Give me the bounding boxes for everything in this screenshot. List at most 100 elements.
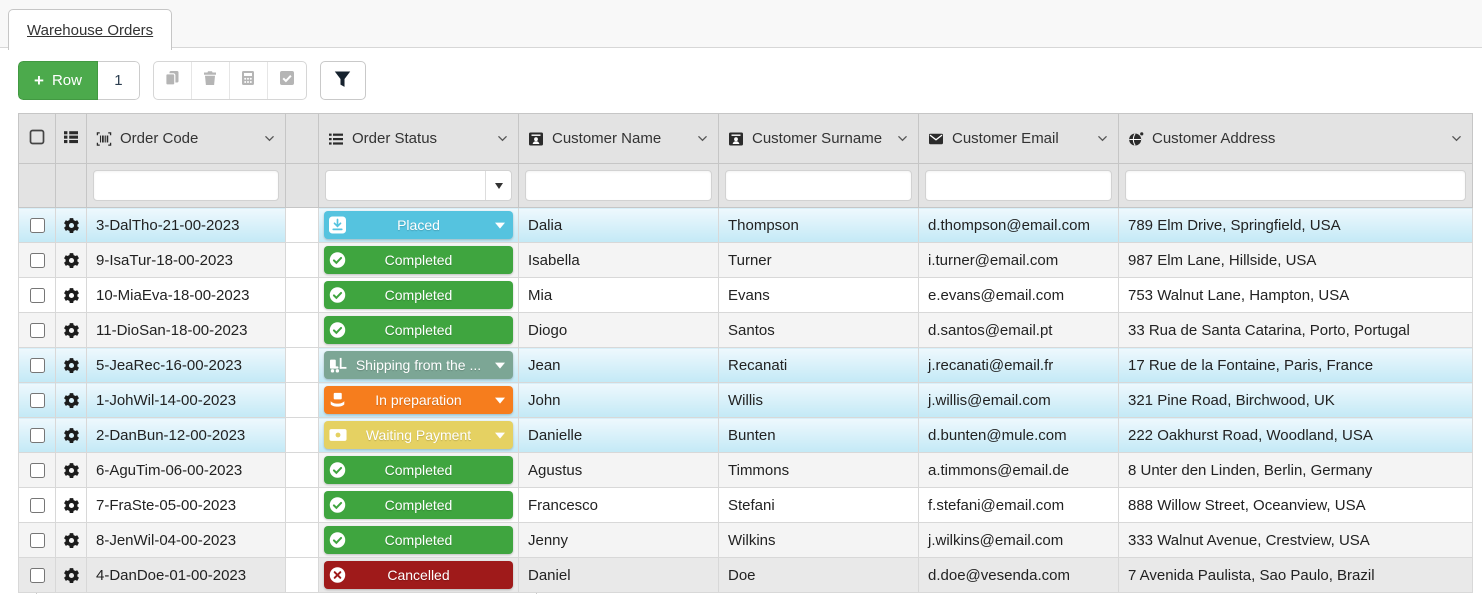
customer-surname-cell[interactable]: Recanati <box>718 347 919 383</box>
customer-address-cell[interactable]: 222 Oakhurst Road, Woodland, USA <box>1118 417 1473 453</box>
row-count-button[interactable]: 1 <box>97 61 140 100</box>
customer-email-cell[interactable]: j.willis@email.com <box>918 382 1119 418</box>
customer-email-cell[interactable]: j.wilkins@email.com <box>918 522 1119 558</box>
tab-warehouse-orders[interactable]: Warehouse Orders <box>8 9 173 50</box>
row-checkbox[interactable] <box>29 532 45 548</box>
order-code-cell[interactable]: 4-DanDoe-01-00-2023 <box>86 557 286 593</box>
gear-icon[interactable] <box>63 427 80 444</box>
column-header-customer-surname[interactable]: Customer Surname <box>718 113 919 164</box>
customer-address-cell[interactable]: 333 Walnut Avenue, Crestview, USA <box>1118 522 1473 558</box>
customer-email-cell[interactable]: e.evans@email.com <box>918 277 1119 313</box>
row-checkbox[interactable] <box>29 567 45 583</box>
customer-address-cell[interactable]: 33 Rua de Santa Catarina, Porto, Portuga… <box>1118 312 1473 348</box>
delete-button[interactable] <box>192 62 230 99</box>
order-code-cell[interactable]: 7-FraSte-05-00-2023 <box>86 487 286 523</box>
chevron-down-icon[interactable] <box>263 132 276 145</box>
status-badge[interactable]: Placed <box>324 211 513 239</box>
customer-name-cell[interactable]: Diogo <box>518 312 719 348</box>
customer-address-cell[interactable]: 8 Unter den Linden, Berlin, Germany <box>1118 452 1473 488</box>
customer-name-cell[interactable]: Francesco <box>518 487 719 523</box>
gear-icon[interactable] <box>63 252 80 269</box>
tab-warehouse-orders-label[interactable]: Warehouse Orders <box>27 21 154 39</box>
customer-surname-cell[interactable]: Bunten <box>718 417 919 453</box>
column-header-customer-name[interactable]: Customer Name <box>518 113 719 164</box>
add-row-button[interactable]: + Row <box>18 61 98 100</box>
chevron-down-icon[interactable] <box>1096 132 1109 145</box>
customer-email-cell[interactable]: a.timmons@email.de <box>918 452 1119 488</box>
gear-icon[interactable] <box>63 287 80 304</box>
customer-email-cell[interactable]: d.doe@vesenda.com <box>918 557 1119 593</box>
customer-name-cell[interactable]: Jean <box>518 347 719 383</box>
gear-icon[interactable] <box>63 497 80 514</box>
gear-icon[interactable] <box>63 567 80 584</box>
order-code-cell[interactable]: 8-JenWil-04-00-2023 <box>86 522 286 558</box>
column-header-customer-address[interactable]: Customer Address <box>1118 113 1473 164</box>
customer-email-cell[interactable]: d.santos@email.pt <box>918 312 1119 348</box>
order-code-cell[interactable]: 1-JohWil-14-00-2023 <box>86 382 286 418</box>
row-checkbox[interactable] <box>29 252 45 268</box>
chevron-down-icon[interactable] <box>1450 132 1463 145</box>
customer-surname-cell[interactable]: Wilkins <box>718 522 919 558</box>
customer-address-cell[interactable]: 7 Avenida Paulista, Sao Paulo, Brazil <box>1118 557 1473 593</box>
customer-address-cell[interactable]: 321 Pine Road, Birchwood, UK <box>1118 382 1473 418</box>
order-code-cell[interactable]: 6-AguTim-06-00-2023 <box>86 452 286 488</box>
customer-email-cell[interactable]: d.thompson@email.com <box>918 207 1119 243</box>
row-checkbox[interactable] <box>29 322 45 338</box>
customer-surname-cell[interactable]: Stefani <box>718 487 919 523</box>
customer-email-cell[interactable]: j.recanati@email.fr <box>918 347 1119 383</box>
row-checkbox[interactable] <box>29 287 45 303</box>
column-header-order-status[interactable]: Order Status <box>318 113 519 164</box>
customer-address-cell[interactable]: 753 Walnut Lane, Hampton, USA <box>1118 277 1473 313</box>
row-checkbox[interactable] <box>29 357 45 373</box>
copy-button[interactable] <box>154 62 192 99</box>
customer-surname-cell[interactable]: Santos <box>718 312 919 348</box>
row-checkbox[interactable] <box>29 427 45 443</box>
customer-name-cell[interactable]: Dalia <box>518 207 719 243</box>
gear-icon[interactable] <box>63 217 80 234</box>
status-badge[interactable]: Shipping from the ... <box>324 351 513 379</box>
customer-name-cell[interactable]: Jenny <box>518 522 719 558</box>
calculator-button[interactable] <box>230 62 268 99</box>
order-code-cell[interactable]: 11-DioSan-18-00-2023 <box>86 312 286 348</box>
gear-icon[interactable] <box>63 532 80 549</box>
customer-email-cell[interactable]: f.stefani@email.com <box>918 487 1119 523</box>
status-badge[interactable]: Completed <box>324 246 513 274</box>
column-header-order-code[interactable]: Order Code <box>86 113 286 164</box>
customer-surname-cell[interactable]: Turner <box>718 242 919 278</box>
order-code-cell[interactable]: 3-DalTho-21-00-2023 <box>86 207 286 243</box>
status-badge[interactable]: Completed <box>324 491 513 519</box>
customer-surname-cell[interactable]: Thompson <box>718 207 919 243</box>
customer-name-filter-input[interactable] <box>525 170 712 201</box>
customer-name-cell[interactable]: Danielle <box>518 417 719 453</box>
customer-address-cell[interactable]: 789 Elm Drive, Springfield, USA <box>1118 207 1473 243</box>
customer-name-cell[interactable]: Isabella <box>518 242 719 278</box>
row-checkbox[interactable] <box>29 497 45 513</box>
customer-address-filter-input[interactable] <box>1125 170 1466 201</box>
gear-icon[interactable] <box>63 357 80 374</box>
status-badge[interactable]: Waiting Payment <box>324 421 513 449</box>
row-checkbox[interactable] <box>29 462 45 478</box>
row-checkbox[interactable] <box>29 392 45 408</box>
customer-surname-cell[interactable]: Doe <box>718 557 919 593</box>
status-badge[interactable]: Completed <box>324 456 513 484</box>
customer-surname-cell[interactable]: Willis <box>718 382 919 418</box>
select-all-button[interactable] <box>268 62 306 99</box>
chevron-down-icon[interactable] <box>896 132 909 145</box>
status-badge[interactable]: Cancelled <box>324 561 513 589</box>
customer-address-cell[interactable]: 17 Rue de la Fontaine, Paris, France <box>1118 347 1473 383</box>
order-code-cell[interactable]: 10-MiaEva-18-00-2023 <box>86 277 286 313</box>
row-checkbox[interactable] <box>29 217 45 233</box>
filter-button[interactable] <box>319 61 366 100</box>
customer-email-filter-input[interactable] <box>925 170 1112 201</box>
customer-address-cell[interactable]: 987 Elm Lane, Hillside, USA <box>1118 242 1473 278</box>
customer-surname-cell[interactable]: Evans <box>718 277 919 313</box>
status-badge[interactable]: In preparation <box>324 386 513 414</box>
order-code-cell[interactable]: 5-JeaRec-16-00-2023 <box>86 347 286 383</box>
gear-icon[interactable] <box>63 462 80 479</box>
customer-surname-filter-input[interactable] <box>725 170 912 201</box>
gear-icon[interactable] <box>63 322 80 339</box>
customer-email-cell[interactable]: d.bunten@mule.com <box>918 417 1119 453</box>
chevron-down-icon[interactable] <box>696 132 709 145</box>
gear-icon[interactable] <box>63 392 80 409</box>
order-code-cell[interactable]: 9-IsaTur-18-00-2023 <box>86 242 286 278</box>
